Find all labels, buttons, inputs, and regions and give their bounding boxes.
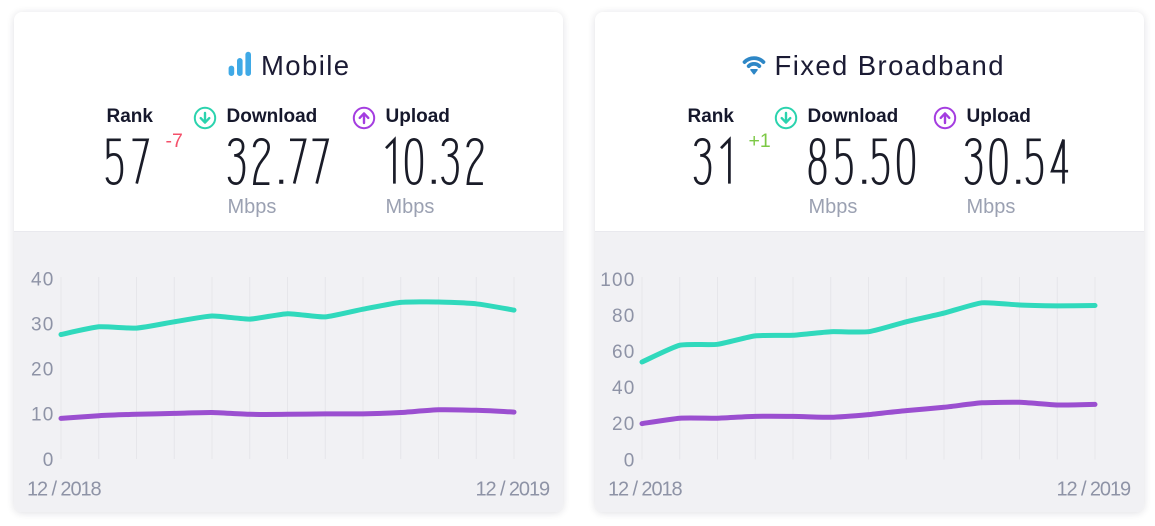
svg-text:100: 100 bbox=[600, 270, 635, 291]
svg-text:20: 20 bbox=[612, 414, 636, 435]
svg-text:40: 40 bbox=[31, 269, 55, 290]
svg-text:12 / 2018: 12 / 2018 bbox=[27, 478, 101, 500]
svg-text:30: 30 bbox=[31, 314, 55, 335]
svg-text:12 / 2018: 12 / 2018 bbox=[608, 478, 682, 500]
svg-text:12 / 2019: 12 / 2019 bbox=[475, 478, 549, 500]
svg-text:60: 60 bbox=[612, 342, 636, 363]
svg-text:10: 10 bbox=[31, 405, 55, 426]
svg-text:0: 0 bbox=[624, 450, 636, 471]
svg-text:0: 0 bbox=[43, 450, 55, 471]
svg-text:40: 40 bbox=[612, 378, 636, 399]
svg-text:20: 20 bbox=[31, 360, 55, 381]
svg-text:80: 80 bbox=[612, 306, 636, 327]
svg-text:12 / 2019: 12 / 2019 bbox=[1056, 478, 1130, 500]
